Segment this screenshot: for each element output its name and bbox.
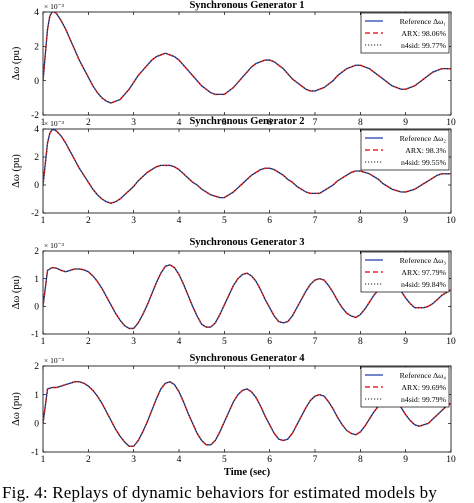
- x-tick-label: 3: [131, 337, 136, 347]
- plot-frame: [42, 11, 452, 116]
- legend: Reference Δω₁ ARX: 98.06% n4sid: 99.77%: [360, 12, 450, 54]
- x-tick-label: 8: [358, 216, 363, 226]
- x-tick-label: 2: [86, 216, 91, 226]
- series-line-2: [43, 129, 451, 204]
- x-tick-label: 8: [358, 118, 363, 128]
- y-tick-label: 1: [34, 275, 39, 285]
- x-tick-label: 5: [222, 216, 227, 226]
- x-tick-label: 5: [222, 118, 227, 128]
- chart-title: Synchronous Generator 2: [189, 116, 304, 127]
- legend-entry-2: ARX: 98.3%: [405, 146, 446, 155]
- x-tick-label: 3: [131, 216, 136, 226]
- y-tick-label: 0: [34, 303, 39, 313]
- y-axis-label: Δω (pu): [11, 46, 22, 80]
- x-tick-label: 3: [131, 455, 136, 465]
- chart-title: Synchronous Generator 3: [189, 237, 304, 248]
- x-tick-label: 6: [267, 455, 272, 465]
- x-tick-label: 2: [86, 337, 91, 347]
- x-tick-label: 10: [446, 455, 456, 465]
- y-tick-label: 4: [34, 8, 39, 18]
- y-axis-label: Δω (pu): [11, 154, 22, 188]
- x-tick-label: 1: [41, 216, 46, 226]
- legend-entry-3: n4sid: 99.55%: [401, 158, 447, 167]
- x-tick-label: 7: [313, 118, 318, 128]
- x-tick-label: 5: [222, 455, 227, 465]
- y-tick-label: 0: [34, 420, 39, 430]
- x-axis-label: Time (sec): [224, 467, 271, 478]
- legend-entry-1: Reference Δω₂: [400, 134, 447, 143]
- axis-exponent-label: × 10⁻³: [44, 119, 65, 128]
- legend-entry-2: ARX: 98.06%: [401, 29, 446, 38]
- x-tick-label: 7: [313, 216, 318, 226]
- x-tick-label: 9: [403, 118, 408, 128]
- y-tick-label: 2: [34, 247, 39, 257]
- x-tick-label: 6: [267, 337, 272, 347]
- figure-canvas: Synchronous Generator 1× 10⁻³1 2 3 4 5 6 7 8 9 10…: [11, 0, 456, 478]
- legend: Reference Δω₂ ARX: 98.3% n4sid: 99.55%: [360, 129, 450, 171]
- chart-panel-4: Synchronous Generator 4× 10⁻³1 2 3 4 5 6 7 8 9 10…: [11, 353, 456, 465]
- chart-title: Synchronous Generator 4: [189, 353, 305, 364]
- x-tick-label: 4: [177, 455, 182, 465]
- x-tick-label: 7: [313, 455, 318, 465]
- x-tick-label: 2: [86, 455, 91, 465]
- y-tick-label: -1: [31, 330, 39, 340]
- x-tick-label: 10: [446, 216, 456, 226]
- plot-frame: [42, 250, 452, 335]
- x-tick-label: 4: [177, 216, 182, 226]
- legend-entry-1: Reference Δω₄: [400, 371, 447, 380]
- legend: Reference Δω₄ ARX: 99.69% n4sid: 99.79%: [360, 366, 450, 408]
- axis-exponent-label: × 10⁻³: [44, 356, 65, 365]
- x-tick-label: 9: [403, 337, 408, 347]
- x-tick-label: 1: [41, 337, 46, 347]
- chart-panel-3: Synchronous Generator 3× 10⁻³1 2 3 4 5 6 7 8 9 10…: [11, 237, 456, 347]
- axis-exponent-label: × 10⁻³: [44, 2, 65, 11]
- legend-entry-2: ARX: 99.69%: [401, 383, 446, 392]
- y-tick-label: -1: [31, 448, 39, 458]
- series-line-3: [43, 12, 451, 104]
- x-tick-label: 2: [86, 118, 91, 128]
- x-tick-label: 4: [177, 118, 182, 128]
- legend-entry-3: n4sid: 99.77%: [401, 41, 447, 50]
- x-tick-label: 9: [403, 455, 408, 465]
- figure-caption: Fig. 4: Replays of dynamic behaviors for…: [2, 483, 438, 502]
- legend-entry-3: n4sid: 99.84%: [401, 280, 447, 289]
- x-tick-label: 9: [403, 216, 408, 226]
- x-tick-label: 5: [222, 337, 227, 347]
- legend-entry-1: Reference Δω₁: [400, 17, 447, 26]
- y-tick-label: 2: [34, 153, 39, 163]
- y-tick-label: 0: [34, 77, 39, 87]
- legend-entry-3: n4sid: 99.79%: [401, 395, 447, 404]
- x-tick-label: 10: [446, 118, 456, 128]
- legend-entry-1: Reference Δω₃: [400, 256, 447, 265]
- x-tick-label: 10: [446, 337, 456, 347]
- legend-entry-2: ARX: 97.79%: [401, 268, 446, 277]
- plot-frame: [42, 365, 452, 453]
- x-tick-label: 8: [358, 337, 363, 347]
- x-tick-label: 3: [131, 118, 136, 128]
- axis-exponent-label: × 10⁻³: [44, 241, 65, 250]
- x-tick-label: 6: [267, 216, 272, 226]
- y-tick-label: 2: [34, 362, 39, 372]
- legend: Reference Δω₃ ARX: 97.79% n4sid: 99.84%: [360, 251, 450, 293]
- x-tick-label: 1: [41, 118, 46, 128]
- chart-panel-2: Synchronous Generator 2× 10⁻³1 2 3 4 5 6 7 8 9 10…: [11, 116, 456, 226]
- x-tick-label: 6: [267, 118, 272, 128]
- chart-panel-1: Synchronous Generator 1× 10⁻³1 2 3 4 5 6 7 8 9 10…: [11, 0, 456, 128]
- x-tick-label: 1: [41, 455, 46, 465]
- y-tick-label: 1: [34, 391, 39, 401]
- y-tick-label: -2: [31, 209, 39, 219]
- y-tick-label: -2: [31, 111, 39, 121]
- x-tick-label: 7: [313, 337, 318, 347]
- plot-frame: [42, 128, 452, 214]
- chart-title: Synchronous Generator 1: [189, 0, 304, 11]
- y-tick-label: 4: [34, 125, 39, 135]
- x-tick-label: 4: [177, 337, 182, 347]
- x-tick-label: 8: [358, 455, 363, 465]
- y-tick-label: 2: [34, 43, 39, 53]
- y-tick-label: 0: [34, 181, 39, 191]
- y-axis-label: Δω (pu): [11, 275, 22, 309]
- y-axis-label: Δω (pu): [11, 392, 22, 426]
